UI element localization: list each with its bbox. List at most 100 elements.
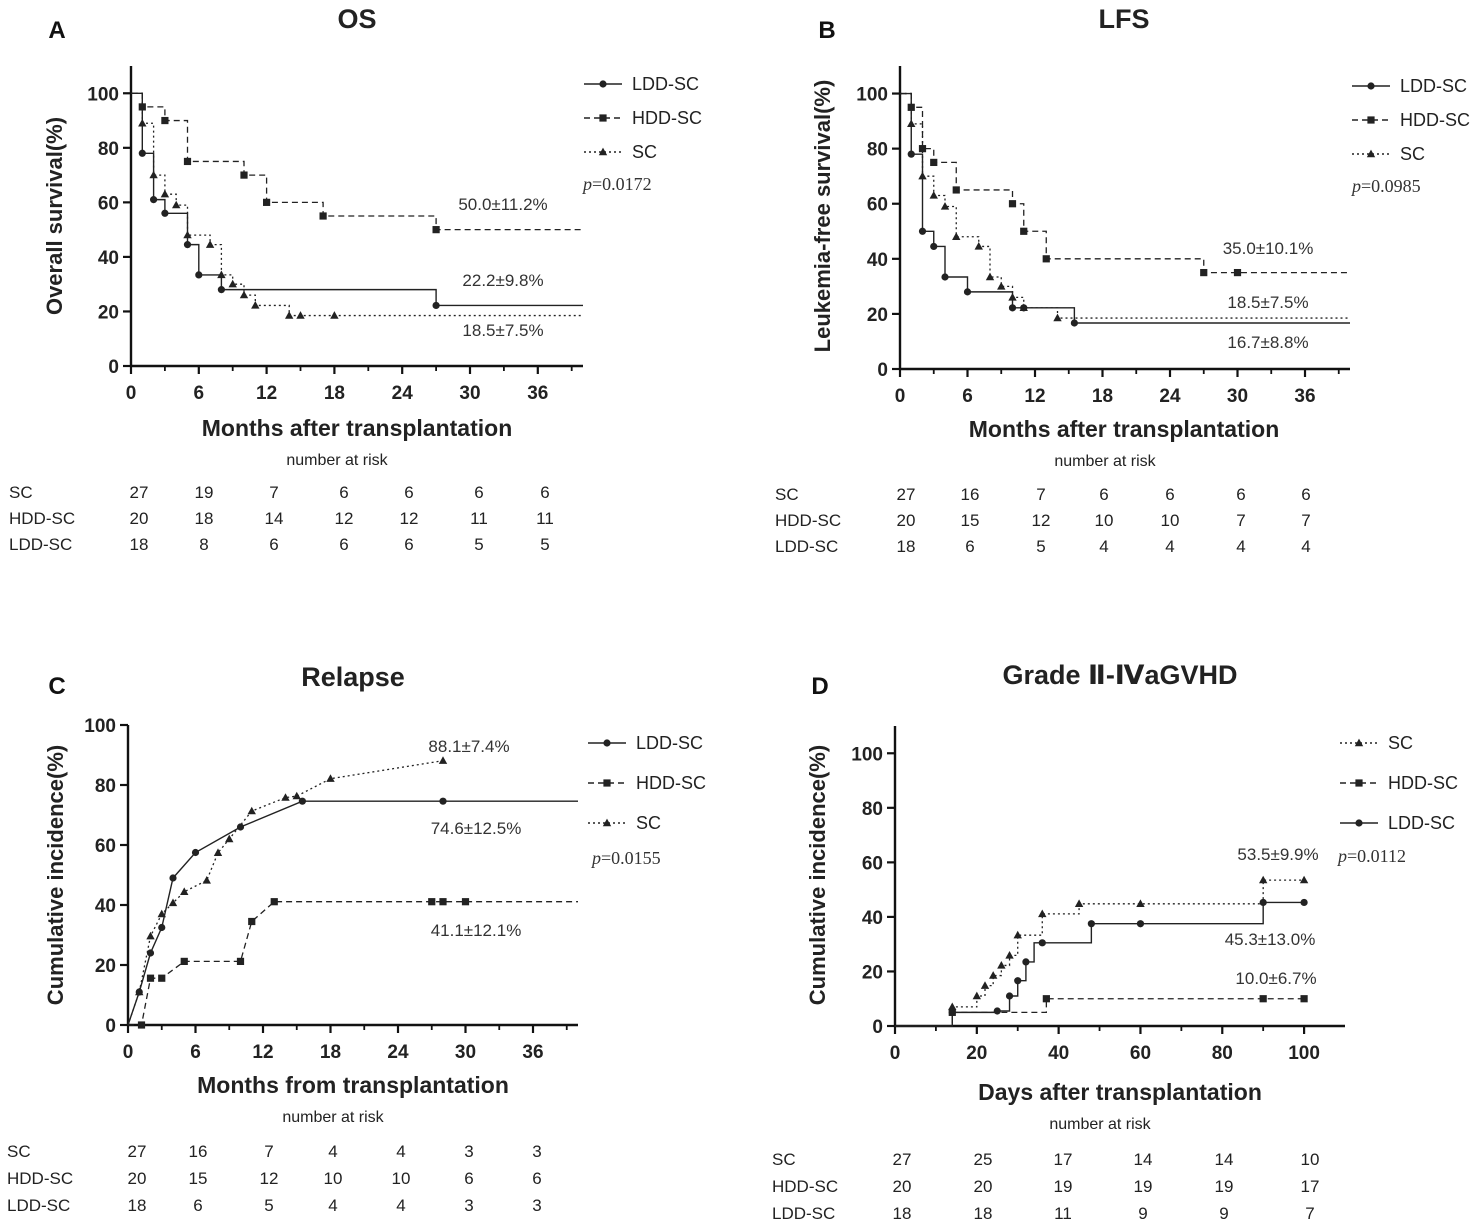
- panel-a-risk-cell: 18: [129, 535, 149, 554]
- panel-c-series-sc-point: [326, 774, 335, 782]
- panel-a-series-sc-line: [131, 92, 583, 317]
- panel-c-y-tick-label: 80: [95, 776, 116, 797]
- panel-c-series-ldd-sc-point: [191, 848, 200, 857]
- panel-c-legend-marker: [602, 818, 612, 827]
- panel-a-series-sc-point: [183, 230, 192, 239]
- panel-c-risk-cell: 6: [532, 1169, 542, 1188]
- panel-b-risk-cell: 4: [1301, 537, 1311, 556]
- panel-b-risk-cell: 7: [1236, 511, 1246, 530]
- panel-d-x-tick-label: 60: [1130, 1043, 1151, 1064]
- panel-d-y-label: Cumulative incidence(%): [805, 745, 830, 1005]
- panel-b-series-hdd-sc-point: [1233, 268, 1242, 277]
- panel-b-series-sc-point: [974, 242, 983, 250]
- panel-d-series-ldd-sc-point: [1259, 898, 1267, 907]
- panel-b-x-tick-label: 36: [1294, 386, 1315, 407]
- panel-b-risk-cell: 18: [896, 537, 916, 556]
- panel-c-risk-cell: 3: [464, 1142, 474, 1161]
- panel-a-risk-cell: 6: [339, 483, 349, 502]
- panel-a-series-sc-point: [149, 170, 158, 179]
- panel-c-series-sc-line: [127, 760, 444, 1026]
- panel-d-risk-cell: 27: [892, 1150, 912, 1169]
- panel-a-series-ldd-sc-point: [183, 241, 192, 249]
- panel-d-series-ldd-sc-point: [1087, 920, 1095, 928]
- panel-d-y-tick-label: 40: [862, 908, 883, 929]
- panel-a-series-ldd-sc-point: [217, 286, 225, 294]
- panel-b-risk-cell: 16: [960, 485, 980, 504]
- panel-c-risk-cell: 20: [127, 1169, 147, 1188]
- panel-a-y-tick-label: 40: [98, 248, 119, 269]
- panel-b-series-sc-point: [918, 171, 927, 180]
- panel-d-legend-label: HDD-SC: [1388, 773, 1458, 793]
- panel-c-y-tick-label: 60: [95, 836, 116, 857]
- panel-c-risk-cell: 3: [532, 1196, 542, 1215]
- panel-a-x-tick-label: 0: [126, 383, 137, 404]
- panel-a-series-sc-point: [160, 189, 170, 198]
- panel-d-series-sc-point: [1299, 875, 1309, 884]
- panel-b-series-hdd-sc-point: [1008, 200, 1017, 208]
- panel-a-legend-label: SC: [632, 142, 657, 162]
- panel-a-risk-cell: 8: [199, 535, 209, 554]
- panel-a-risk-row-label: LDD-SC: [9, 535, 73, 554]
- panel-d-series-sc-point: [948, 1002, 957, 1011]
- panel-b-annotation: 18.5±7.5%: [1227, 293, 1308, 312]
- panel-a-annotation: 50.0±11.2%: [458, 195, 547, 214]
- panel-a-series-ldd-sc-point: [161, 209, 169, 217]
- panel-a-risk-cell: 12: [334, 509, 354, 528]
- panel-b-risk-cell: 6: [1236, 485, 1246, 504]
- panel-a-risk-cell: 6: [404, 483, 414, 502]
- panel-a-risk-cell: 6: [339, 535, 349, 554]
- panel-c-legend-label: HDD-SC: [636, 773, 706, 793]
- panel-a-x-label: Months after transplantation: [202, 415, 513, 441]
- panel-b-risk-cell: 10: [1160, 511, 1180, 530]
- panel-b-y-label: Leukemia-free survival(%): [810, 80, 835, 353]
- panel-b-x-tick-label: 12: [1024, 386, 1045, 407]
- panel-c-y-tick-label: 20: [95, 956, 116, 977]
- panel-d: D Grade Ⅱ-ⅣaGVHD 0 20 40 60 80 100 0 20 40 60 80 100 D…: [805, 660, 1458, 1105]
- panel-b-risk-cell: 6: [1099, 485, 1109, 504]
- panel-c-risk-cell: 4: [396, 1196, 406, 1215]
- panel-a-risk-cell: 5: [474, 535, 484, 554]
- panel-a-risk-cell: 6: [269, 535, 279, 554]
- panel-a-series-ldd-sc-point: [150, 196, 158, 204]
- panel-a-annotation: 22.2±9.8%: [462, 271, 543, 290]
- panel-d-series-sc-point: [1074, 899, 1084, 908]
- panel-a-pvalue: p=0.0172: [581, 174, 652, 194]
- panel-d-legend-marker: [1355, 779, 1363, 787]
- panel-a-series-hdd-sc-point: [138, 103, 146, 111]
- panel-c-title: Relapse: [301, 662, 405, 692]
- panel-a-risk-cell: 20: [129, 509, 149, 528]
- panel-a-y-tick-label: 0: [108, 357, 119, 378]
- panel-a-risk-cell: 11: [470, 509, 488, 528]
- panel-c-pvalue: p=0.0155: [590, 848, 661, 868]
- panel-a: A OS 0 20 40 60 80 100 0 6 12 18 24 30 36 Months after …: [42, 4, 702, 441]
- panel-c-series-hdd-sc-point: [270, 898, 278, 906]
- panel-c-series-sc-point: [202, 876, 211, 884]
- panel-b-risk-title: number at risk: [1054, 453, 1156, 470]
- panel-a-risk-title: number at risk: [286, 452, 388, 469]
- panel-b-legend-label: LDD-SC: [1400, 76, 1467, 96]
- panel-b-x-tick-label: 18: [1092, 386, 1113, 407]
- panel-a-annotation: 18.5±7.5%: [462, 321, 543, 340]
- panel-c-series-hdd-sc-point: [428, 898, 436, 906]
- panel-b-y-tick-label: 60: [867, 195, 888, 216]
- panel-d-risk-cell: 18: [973, 1204, 993, 1223]
- panel-c: C Relapse 0 20 40 60 80 100 0 6 12 18 24 30 36 Months f…: [43, 662, 706, 1098]
- panel-d-risk-title: number at risk: [1049, 1116, 1151, 1133]
- panel-b-series-ldd-sc-point: [941, 273, 949, 281]
- panel-d-x-tick-label: 100: [1288, 1043, 1320, 1064]
- panel-b-y-tick-label: 0: [877, 360, 888, 381]
- panel-c-risk-cell: 6: [193, 1196, 203, 1215]
- panel-a-x-tick-label: 18: [324, 383, 345, 404]
- panel-c-series-sc-point: [180, 887, 189, 895]
- panel-c-series-sc-point: [213, 848, 223, 856]
- panel-d-series-sc-line: [895, 879, 1305, 1027]
- panel-d-legend-label: LDD-SC: [1388, 813, 1455, 833]
- panel-c-x-tick-label: 18: [320, 1042, 341, 1063]
- panel-b-series-ldd-sc-point: [1070, 319, 1078, 327]
- panel-a-series-sc-point: [228, 279, 237, 288]
- panel-c-series-sc-point: [225, 834, 234, 843]
- panel-b-risk-cell: 20: [896, 511, 916, 530]
- panel-b-series-hdd-sc-point: [1200, 268, 1208, 277]
- panel-b-risk-cell: 7: [1301, 511, 1311, 530]
- panel-d-y-tick-label: 100: [851, 744, 883, 765]
